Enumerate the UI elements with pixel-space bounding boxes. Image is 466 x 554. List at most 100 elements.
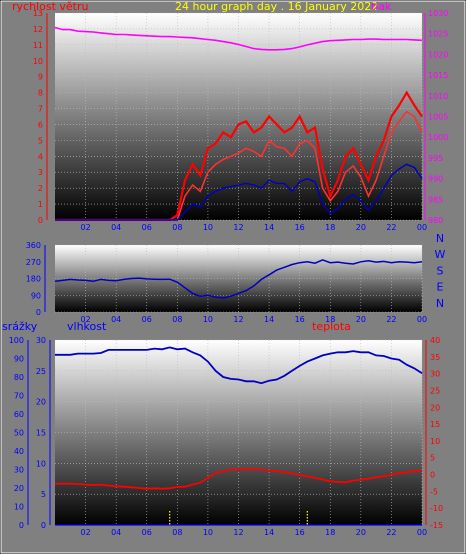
temperature-tick-label: 35	[430, 353, 440, 362]
x-tick-label: 12	[233, 315, 243, 324]
pressure-tick-label: 980	[428, 216, 443, 225]
humidity-line	[55, 346, 423, 385]
temperature-tick-label: 0	[430, 471, 435, 480]
pressure-tick-label: 995	[428, 154, 443, 163]
x-tick-label: 22	[386, 528, 396, 537]
humidity-tick-label: 0	[41, 521, 46, 530]
wind-tick-label: 0	[38, 216, 43, 225]
x-tick-label: 06	[142, 528, 152, 537]
pressure-tick-label: 1015	[428, 71, 448, 80]
temperature-tick-label: 10	[430, 437, 440, 446]
x-tick-label: 18	[325, 528, 335, 537]
x-tick-label: 12	[233, 528, 243, 537]
pressure-line	[54, 26, 423, 51]
direction-tick-label: 90	[31, 291, 41, 300]
pressure-tick-label: 1025	[428, 30, 448, 39]
humidity-tick-label: 30	[36, 336, 46, 345]
temperature-tick-label: 15	[430, 420, 440, 429]
x-tick-label: 08	[172, 528, 182, 537]
temperature-tick-label: 30	[430, 370, 440, 379]
temperature-line	[55, 468, 423, 490]
rain-tick-label: 80	[14, 373, 24, 382]
x-tick-label: 08	[172, 315, 182, 324]
compass-label: W	[435, 248, 446, 261]
wind-tick-label: 2	[38, 184, 43, 193]
wind-tick-label: 13	[33, 9, 43, 18]
humidity-axis-title: vlhkost	[67, 320, 107, 333]
x-tick-label: 10	[203, 528, 213, 537]
chart-title: 24 hour graph day . 16 January 2022	[175, 0, 378, 13]
wind-tick-label: 1	[38, 200, 43, 209]
direction-tick-label: 360	[26, 241, 41, 250]
rain-tick-label: 0	[19, 521, 24, 530]
humidity-tick-label: 5	[41, 490, 46, 499]
wind-speed-axis-title: rychlost větru	[12, 0, 88, 13]
wind-tick-label: 4	[38, 152, 43, 161]
temperature-tick-label: 40	[430, 336, 440, 345]
wind-tick-label: 8	[38, 89, 43, 98]
compass-label: E	[437, 281, 444, 294]
rain-axis-title: srážky	[2, 320, 38, 333]
humidity-tick-label: 10	[36, 459, 46, 468]
x-tick-label: 02	[80, 528, 90, 537]
pressure-tick-label: 1030	[428, 9, 448, 18]
x-tick-label: 16	[295, 528, 305, 537]
direction-tick-label: 0	[36, 308, 41, 317]
x-tick-label: 22	[386, 223, 396, 232]
x-tick-label: 18	[325, 315, 335, 324]
temperature-tick-label: -5	[430, 487, 438, 496]
temperature-tick-label: -15	[430, 521, 443, 530]
pressure-axis-title: tlak	[371, 0, 392, 13]
pressure-tick-label: 1000	[428, 133, 448, 142]
temperature-tick-label: -10	[430, 504, 443, 513]
x-tick-label: 18	[325, 223, 335, 232]
pressure-tick-label: 1005	[428, 113, 448, 122]
temperature-axis-title: teplota	[312, 320, 351, 333]
x-tick-label: 00	[417, 223, 427, 232]
x-tick-label: 00	[417, 315, 427, 324]
x-tick-label: 10	[203, 223, 213, 232]
temperature-tick-label: 20	[430, 403, 440, 412]
temperature-tick-label: 25	[430, 386, 440, 395]
x-tick-label: 04	[111, 223, 121, 232]
x-tick-label: 10	[203, 315, 213, 324]
x-tick-label: 16	[295, 223, 305, 232]
x-tick-label: 06	[142, 223, 152, 232]
x-tick-label: 14	[264, 315, 274, 324]
x-tick-label: 02	[80, 223, 90, 232]
x-tick-label: 14	[264, 528, 274, 537]
humidity-tick-label: 25	[36, 367, 46, 376]
temperature-tick-label: 5	[430, 454, 435, 463]
rain-tick-label: 20	[14, 484, 24, 493]
wind-tick-label: 6	[38, 120, 43, 129]
x-tick-label: 20	[356, 223, 366, 232]
x-tick-label: 20	[356, 528, 366, 537]
direction-tick-label: 180	[26, 275, 41, 284]
compass-label: S	[437, 264, 444, 277]
pressure-tick-label: 1020	[428, 50, 448, 59]
pressure-tick-label: 985	[428, 195, 443, 204]
x-tick-label: 04	[111, 315, 121, 324]
rain-tick-label: 50	[14, 429, 24, 438]
x-tick-label: 00	[417, 528, 427, 537]
pressure-tick-label: 1010	[428, 92, 448, 101]
pressure-tick-label: 990	[428, 175, 443, 184]
x-tick-label: 20	[356, 315, 366, 324]
compass-label: N	[436, 232, 444, 245]
wind-tick-label: 7	[38, 105, 43, 114]
rain-tick-label: 30	[14, 466, 24, 475]
rain-tick-label: 90	[14, 355, 24, 364]
wind-tick-label: 5	[38, 136, 43, 145]
humidity-tick-label: 20	[36, 398, 46, 407]
wind-direction-line	[54, 259, 423, 299]
wind-tick-label: 9	[38, 73, 43, 82]
rain-tick-label: 60	[14, 410, 24, 419]
rain-tick-label: 40	[14, 447, 24, 456]
direction-tick-label: 270	[26, 258, 41, 267]
rain-tick-label: 10	[14, 503, 24, 512]
x-tick-label: 06	[142, 315, 152, 324]
wind-tick-label: 10	[33, 57, 43, 66]
